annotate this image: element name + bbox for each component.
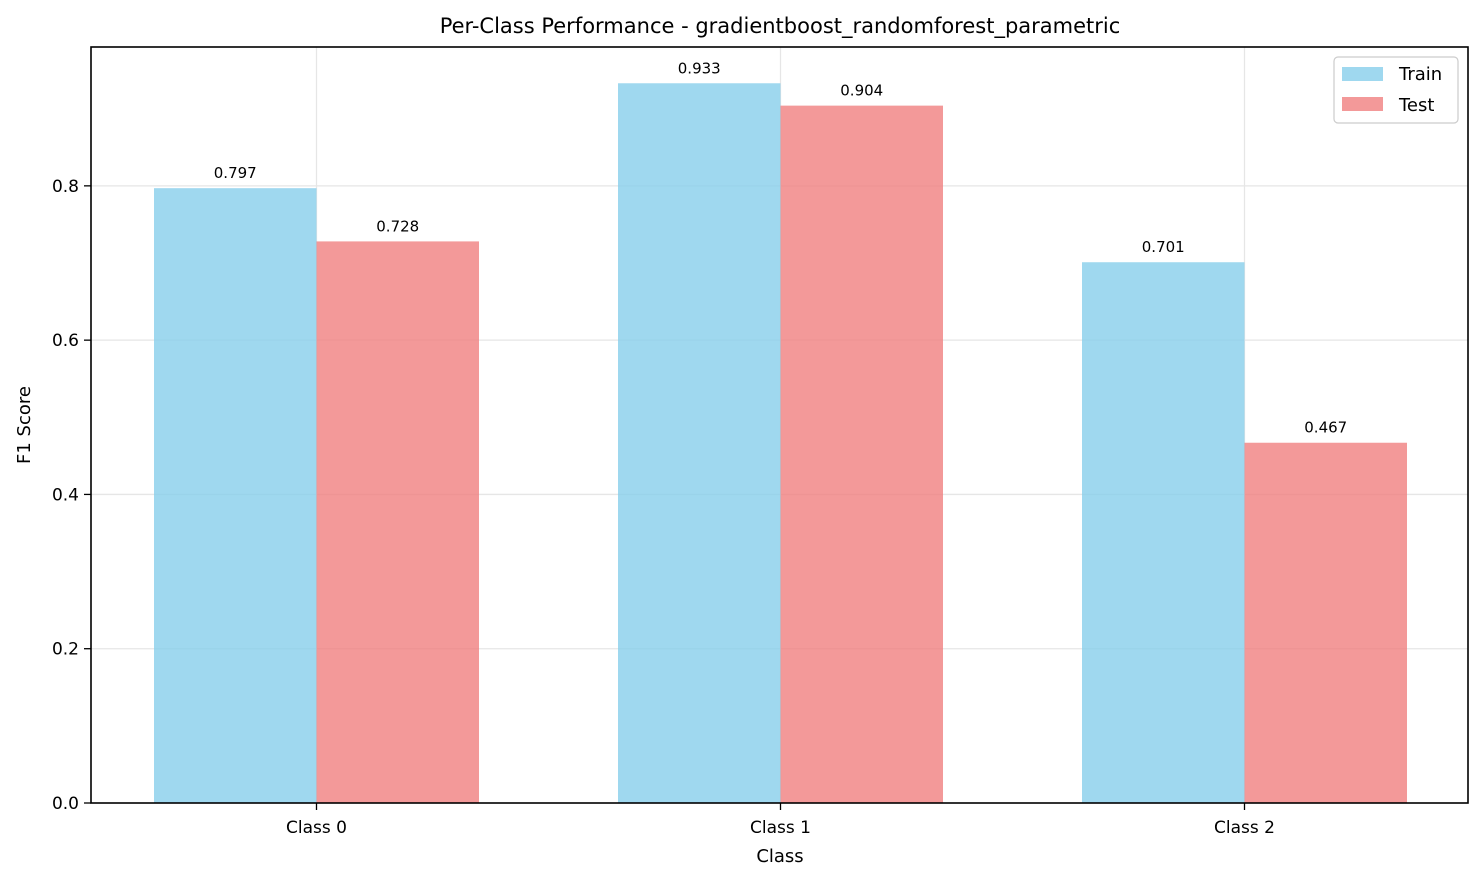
bar-train-class-1 [618,83,781,803]
y-tick-label: 0.8 [52,177,79,197]
data-label-test-class-1: 0.904 [840,82,883,100]
data-label-train-class-2: 0.701 [1142,238,1185,256]
chart-title: Per-Class Performance - gradientboost_ra… [440,14,1121,39]
bar-train-class-0 [154,188,317,803]
y-tick-label: 0.0 [52,794,79,814]
y-tick-label: 0.4 [52,485,79,505]
y-tick-label: 0.2 [52,640,79,660]
x-tick-label: Class 1 [750,818,811,838]
legend-label-train: Train [1398,64,1442,85]
x-axis-label: Class [756,846,803,867]
data-label-test-class-2: 0.467 [1304,419,1347,437]
data-label-train-class-1: 0.933 [678,59,721,77]
x-tick-label: Class 0 [286,818,347,838]
bars [154,83,1407,804]
data-labels: 0.797 0.933 0.701 0.728 0.904 0.467 [214,59,1347,436]
y-axis-ticks: 0.0 0.2 0.4 0.6 0.8 [52,177,91,814]
data-label-test-class-0: 0.728 [376,217,419,235]
x-axis-ticks: Class 0 Class 1 Class 2 [286,803,1275,838]
y-axis-label: F1 Score [14,386,35,464]
y-tick-label: 0.6 [52,331,79,351]
bar-test-class-2 [1244,442,1407,803]
data-label-train-class-0: 0.797 [214,164,257,182]
legend: Train Test [1333,56,1459,124]
plot-frame [90,46,1469,804]
legend-swatch-train [1342,67,1383,81]
bar-test-class-0 [316,241,479,803]
legend-label-test: Test [1398,95,1434,116]
bar-test-class-1 [780,105,943,804]
x-tick-label: Class 2 [1214,818,1275,838]
bar-train-class-2 [1082,262,1245,803]
legend-swatch-test [1342,97,1383,111]
